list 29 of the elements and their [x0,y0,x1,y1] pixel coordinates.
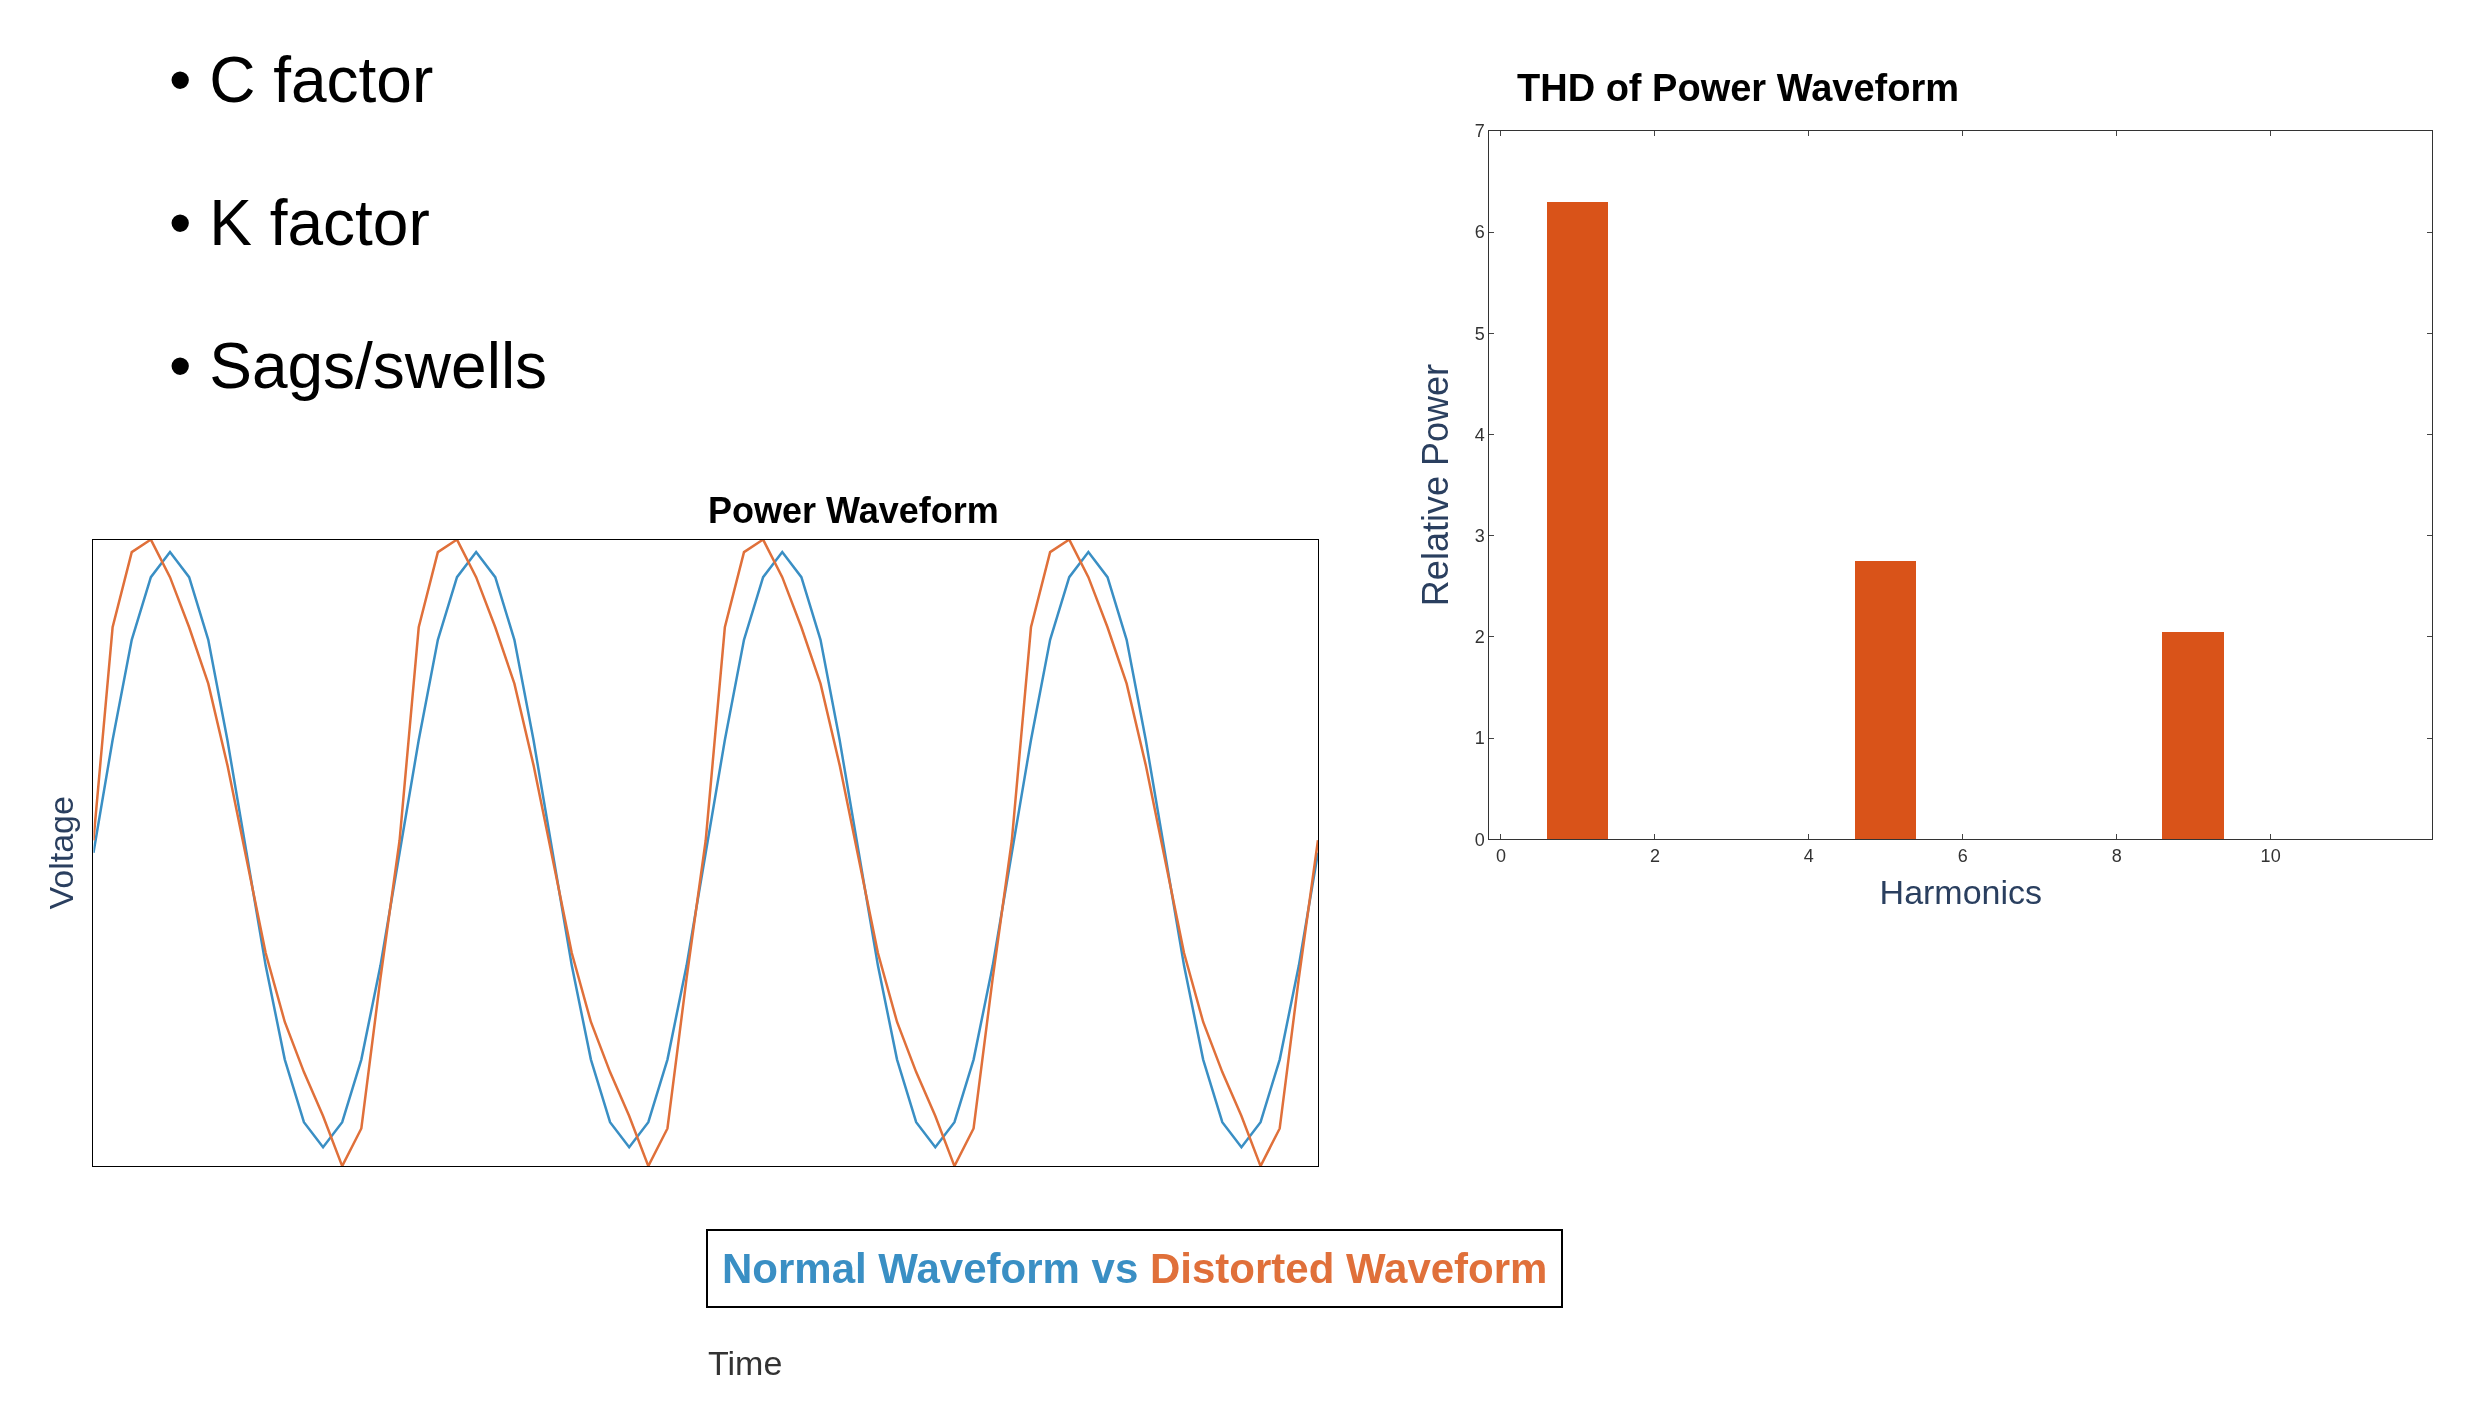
x-axis-title: Time [708,1344,783,1382]
x-axis-title: Harmonics [1879,873,2043,912]
bar [1855,560,1917,839]
text: Normal Waveform [722,1245,1080,1292]
y-tick-label: 3 [1474,525,1485,546]
x-tick-label: 0 [1495,845,1506,866]
x-tick-label: 10 [2260,845,2281,866]
y-axis-title: Relative Power [1414,364,1456,607]
text: • C factor [169,44,434,116]
x-tick-label: 4 [1803,845,1814,866]
y-tick-label: 4 [1474,424,1485,445]
x-tick-label: 2 [1649,845,1660,866]
text: vs [1091,1245,1139,1292]
y-tick-label: 5 [1474,323,1485,344]
y-axis-title: Voltage [42,796,81,910]
y-tick-label: 7 [1474,121,1485,142]
y-tick-label: 1 [1474,728,1485,749]
text: • Sags/swells [169,330,548,402]
y-tick-label: 2 [1474,627,1485,648]
bar [1547,201,1609,839]
bar [2162,631,2225,839]
text: • K factor [169,187,430,259]
text: Distorted Waveform [1149,1245,1548,1292]
y-tick-label: 6 [1474,222,1485,243]
x-tick-label: 6 [1957,845,1968,866]
y-tick-label: 0 [1474,829,1485,850]
chart-title: THD of Power Waveform [1517,67,1959,109]
x-tick-label: 8 [2111,845,2122,866]
chart-title: Power Waveform [708,490,999,531]
